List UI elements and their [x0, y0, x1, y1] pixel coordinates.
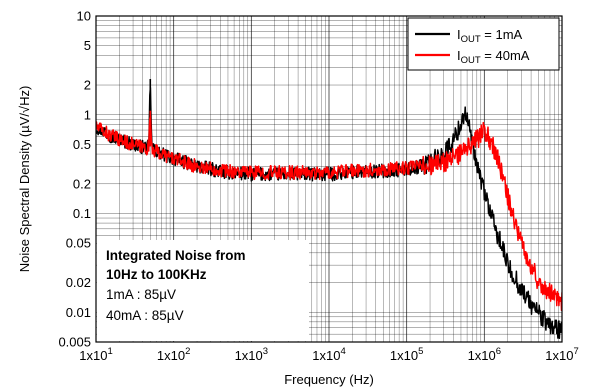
legend: IOUT = 1mA IOUT = 40mA: [407, 17, 560, 71]
x-tick-label: 1x102: [157, 346, 191, 363]
plot-frame: [95, 15, 563, 343]
y-tick-label: 0.1: [73, 206, 91, 221]
x-tick-label: 1x107: [545, 346, 579, 363]
annotation-background: [97, 240, 309, 341]
x-tick-labels: 1x101 1x102 1x103 1x104 1x105 1x106 1x107: [79, 346, 579, 363]
y-tick-label: 2: [84, 78, 91, 93]
annotation-line-3: 1mA : 85µV: [106, 287, 176, 302]
y-tick-label: 0.01: [66, 305, 91, 320]
x-tick-label: 1x106: [468, 346, 502, 363]
y-tick-label: 1: [84, 107, 91, 122]
series-layer: [96, 79, 562, 340]
legend-box: [407, 17, 560, 71]
y-tick-label: 5: [84, 38, 91, 53]
y-axis-title: Noise Spectral Density (µV/√Hz): [17, 86, 32, 273]
x-tick-label: 1x103: [235, 346, 268, 363]
x-tick-label: 1x101: [79, 346, 113, 363]
y-tick-label: 10: [77, 9, 91, 24]
annotation-line-2: 10Hz to 100KHz: [106, 267, 207, 282]
y-tick-label: 0.5: [73, 137, 91, 152]
y-tick-label: 0.2: [73, 176, 91, 191]
y-tick-label: 0.05: [66, 236, 91, 251]
x-axis-title: Frequency (Hz): [284, 372, 374, 387]
y-tick-labels: 0.005 0.01 0.02 0.05 0.1 0.2 0.5 1 2 5 10: [58, 9, 91, 350]
annotation-line-1: Integrated Noise from: [106, 248, 246, 263]
annotation-box: Integrated Noise from 10Hz to 100KHz 1mA…: [97, 240, 309, 341]
x-tick-label: 1x105: [390, 346, 424, 363]
annotation-line-4: 40mA : 85µV: [106, 308, 184, 323]
x-tick-label: 1x104: [312, 346, 346, 363]
y-tick-label: 0.02: [66, 275, 91, 290]
legend-label-1ma: IOUT = 1mA: [457, 27, 523, 45]
legend-label-40ma: IOUT = 40mA: [457, 48, 530, 66]
series-40ma-line: [96, 115, 562, 312]
y-tick-label: 0.005: [58, 335, 91, 350]
